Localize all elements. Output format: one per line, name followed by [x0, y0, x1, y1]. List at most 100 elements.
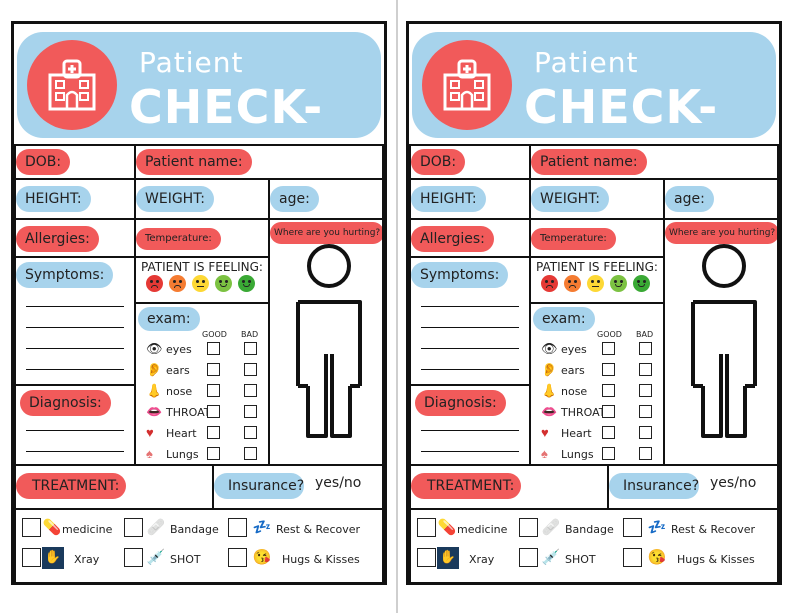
nose-bad-checkbox[interactable] — [244, 384, 257, 397]
medicine-checkbox[interactable] — [417, 518, 436, 537]
nose-good-checkbox[interactable] — [207, 384, 220, 397]
lungs-good-checkbox[interactable] — [207, 447, 220, 460]
happy-face-icon[interactable] — [215, 275, 232, 292]
neutral-face-icon[interactable] — [587, 275, 604, 292]
form-header: Patient CHECK-UP — [412, 32, 776, 138]
xray-checkbox[interactable] — [417, 548, 436, 567]
nose-bad-checkbox[interactable] — [639, 384, 652, 397]
weight-field[interactable]: WEIGHT: — [134, 178, 270, 220]
happy-face-icon[interactable] — [610, 275, 627, 292]
insurance-field[interactable]: Insurance? yes/no — [607, 464, 779, 510]
eyes-good-checkbox[interactable] — [602, 342, 615, 355]
throat-bad-checkbox[interactable] — [639, 405, 652, 418]
weight-label: WEIGHT: — [531, 186, 609, 212]
heart-good-checkbox[interactable] — [207, 426, 220, 439]
eyes-bad-checkbox[interactable] — [639, 342, 652, 355]
body-map-panel[interactable]: Where are you hurting? — [268, 218, 384, 466]
ears-good-checkbox[interactable] — [207, 363, 220, 376]
throat-bad-checkbox[interactable] — [244, 405, 257, 418]
ears-bad-checkbox[interactable] — [639, 363, 652, 376]
hugs-checkbox[interactable] — [623, 548, 642, 567]
treatment-field[interactable]: TREATMENT: — [409, 464, 609, 510]
temperature-label: Temperature: — [136, 228, 221, 250]
diagnosis-field[interactable]: Diagnosis: — [409, 384, 531, 466]
insurance-yes-no[interactable]: yes/no — [710, 475, 757, 491]
eyes-bad-checkbox[interactable] — [244, 342, 257, 355]
temperature-field[interactable]: Temperature: — [134, 218, 270, 258]
checkup-form-right: Patient CHECK-UP DOB: Patient name: HEIG… — [406, 21, 782, 585]
eyes-good-checkbox[interactable] — [207, 342, 220, 355]
heart-bad-checkbox[interactable] — [639, 426, 652, 439]
rest-checkbox[interactable] — [228, 518, 247, 537]
patient-name-field[interactable]: Patient name: — [529, 144, 779, 180]
age-label: age: — [270, 186, 319, 212]
medicine-icon: 💊 — [437, 519, 457, 536]
very-sad-face-icon[interactable] — [541, 275, 558, 292]
nose-good-checkbox[interactable] — [602, 384, 615, 397]
shot-checkbox[interactable] — [519, 548, 538, 567]
lungs-bad-checkbox[interactable] — [639, 447, 652, 460]
shot-checkbox[interactable] — [124, 548, 143, 567]
very-happy-face-icon[interactable] — [238, 275, 255, 292]
symptoms-field[interactable]: Symptoms: — [14, 256, 136, 386]
heart-bad-checkbox[interactable] — [244, 426, 257, 439]
lungs-good-checkbox[interactable] — [602, 447, 615, 460]
body-outline-icon[interactable] — [286, 244, 372, 440]
age-field[interactable]: age: — [268, 178, 384, 220]
bandage-checkbox[interactable] — [124, 518, 143, 537]
treatment-options: 💊 medicine 🩹 Bandage 💤 Rest & Recover ✋ … — [409, 508, 779, 582]
lungs-icon: ♠ — [146, 446, 153, 461]
throat-good-checkbox[interactable] — [602, 405, 615, 418]
body-outline-icon[interactable] — [681, 244, 767, 440]
weight-field[interactable]: WEIGHT: — [529, 178, 665, 220]
sad-face-icon[interactable] — [169, 275, 186, 292]
diagnosis-field[interactable]: Diagnosis: — [14, 384, 136, 466]
shot-icon: 💉 — [146, 549, 166, 566]
treatment-field[interactable]: TREATMENT: — [14, 464, 214, 510]
hurting-label: Where are you hurting? — [665, 222, 777, 244]
allergies-field[interactable]: Allergies: — [14, 218, 136, 258]
patient-name-field[interactable]: Patient name: — [134, 144, 384, 180]
temperature-field[interactable]: Temperature: — [529, 218, 665, 258]
symptoms-field[interactable]: Symptoms: — [409, 256, 531, 386]
sad-face-icon[interactable] — [564, 275, 581, 292]
medicine-checkbox[interactable] — [22, 518, 41, 537]
age-field[interactable]: age: — [663, 178, 779, 220]
heart-icon: ♥ — [541, 425, 549, 440]
treatment-label: TREATMENT: — [16, 473, 126, 499]
hugs-label: Hugs & Kisses — [282, 553, 360, 566]
ears-bad-checkbox[interactable] — [244, 363, 257, 376]
dob-label: DOB: — [16, 149, 71, 175]
insurance-field[interactable]: Insurance? yes/no — [212, 464, 384, 510]
height-field[interactable]: HEIGHT: — [14, 178, 136, 220]
diagnosis-label: Diagnosis: — [415, 390, 506, 416]
body-map-panel[interactable]: Where are you hurting? — [663, 218, 779, 466]
good-label: GOOD — [202, 330, 227, 339]
bandage-checkbox[interactable] — [519, 518, 538, 537]
xray-checkbox[interactable] — [22, 548, 41, 567]
very-sad-face-icon[interactable] — [146, 275, 163, 292]
dob-field[interactable]: DOB: — [14, 144, 136, 180]
exam-item-ears: ears — [166, 364, 190, 377]
lungs-bad-checkbox[interactable] — [244, 447, 257, 460]
rest-checkbox[interactable] — [623, 518, 642, 537]
exam-item-heart: Heart — [166, 427, 197, 440]
dob-field[interactable]: DOB: — [409, 144, 531, 180]
rest-label: Rest & Recover — [671, 523, 756, 536]
title-patient: Patient — [139, 46, 244, 79]
neutral-face-icon[interactable] — [192, 275, 209, 292]
height-field[interactable]: HEIGHT: — [409, 178, 531, 220]
hugs-checkbox[interactable] — [228, 548, 247, 567]
heart-good-checkbox[interactable] — [602, 426, 615, 439]
insurance-yes-no[interactable]: yes/no — [315, 475, 362, 491]
checkup-form-left: Patient CHECK-UP DOB: Patient name: HEIG… — [11, 21, 387, 585]
ears-good-checkbox[interactable] — [602, 363, 615, 376]
diagnosis-label: Diagnosis: — [20, 390, 111, 416]
exam-item-nose: nose — [166, 385, 193, 398]
exam-item-throat: THROAT — [166, 406, 211, 419]
throat-good-checkbox[interactable] — [207, 405, 220, 418]
allergies-field[interactable]: Allergies: — [409, 218, 531, 258]
very-happy-face-icon[interactable] — [633, 275, 650, 292]
exam-item-throat: THROAT — [561, 406, 606, 419]
height-label: HEIGHT: — [16, 186, 91, 212]
